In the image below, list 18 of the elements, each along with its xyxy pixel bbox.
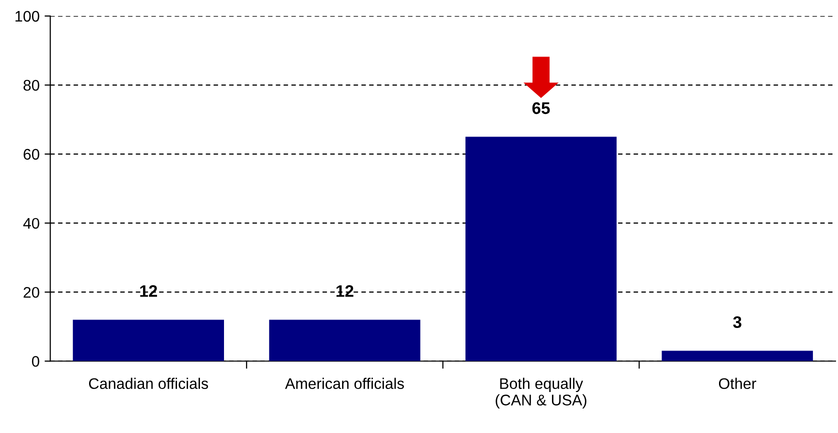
data-label: 12 bbox=[336, 285, 354, 297]
x-tick-label: Other bbox=[718, 378, 756, 390]
data-label: 3 bbox=[733, 316, 742, 328]
bar bbox=[269, 320, 420, 362]
x-tick-label: Both equally (CAN & USA) bbox=[496, 378, 586, 408]
y-tick-label: 60 bbox=[24, 148, 40, 160]
y-tick-label: 80 bbox=[24, 80, 40, 91]
y-tick-label: 100 bbox=[16, 10, 40, 22]
x-tick-label: American officials bbox=[285, 378, 404, 390]
bar bbox=[662, 350, 813, 362]
bar bbox=[72, 320, 224, 362]
y-tick-label: 40 bbox=[23, 218, 40, 229]
y-tick-label: 20 bbox=[24, 286, 40, 298]
y-tick-label: 0 bbox=[32, 356, 40, 367]
bar bbox=[465, 136, 617, 362]
data-label: 12 bbox=[140, 285, 158, 297]
data-label: 65 bbox=[532, 102, 550, 114]
x-tick-label: Canadian officials bbox=[89, 378, 208, 390]
